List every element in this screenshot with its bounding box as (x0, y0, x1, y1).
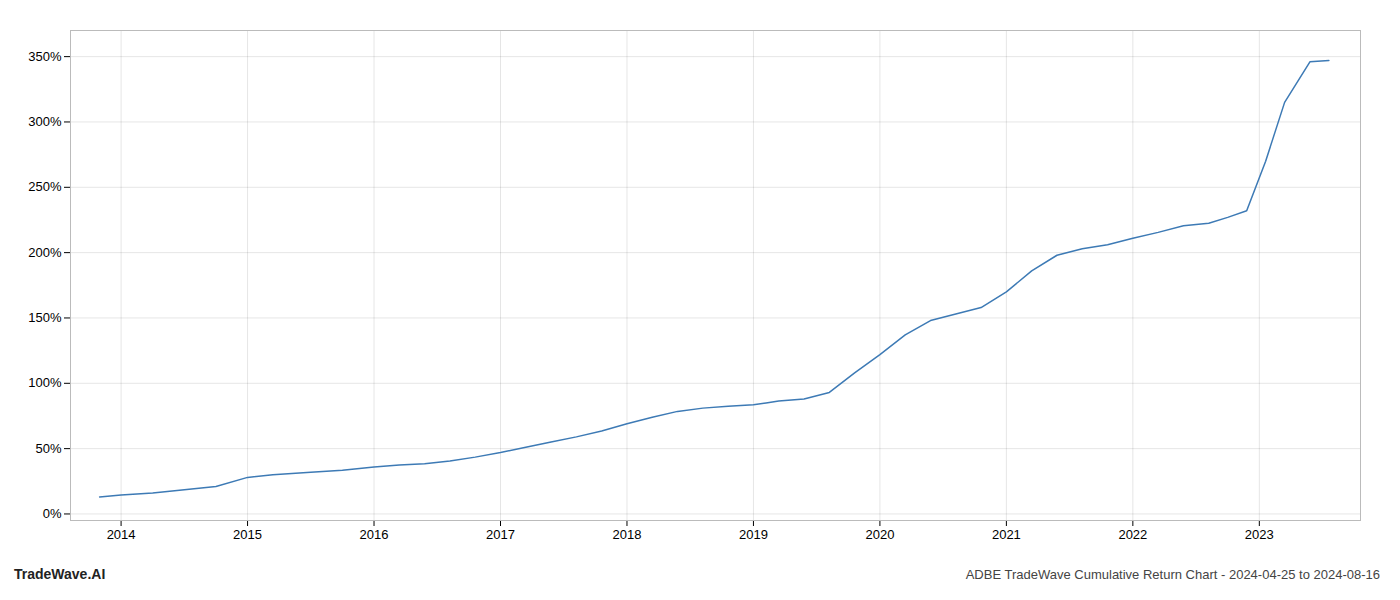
svg-text:2018: 2018 (613, 527, 642, 542)
svg-text:2020: 2020 (865, 527, 894, 542)
html-text:ADBE TradeWave Cumulative Retu: ADBE TradeWave Cumulative Return Chart -… (965, 566, 1380, 582)
svg-text:2015: 2015 (233, 527, 262, 542)
svg-text:2016: 2016 (360, 527, 389, 542)
svg-text:2014: 2014 (107, 527, 136, 542)
svg-text:2021: 2021 (992, 527, 1021, 542)
svg-text:350%: 350% (28, 49, 62, 64)
svg-text:100%: 100% (28, 375, 62, 390)
svg-text:50%: 50% (35, 441, 61, 456)
svg-text:2019: 2019 (739, 527, 768, 542)
svg-text:300%: 300% (28, 114, 62, 129)
svg-text:2017: 2017 (486, 527, 515, 542)
svg-text:2023: 2023 (1245, 527, 1274, 542)
svg-text:250%: 250% (28, 179, 62, 194)
svg-text:200%: 200% (28, 245, 62, 260)
svg-text:0%: 0% (43, 506, 62, 521)
svg-text:2022: 2022 (1118, 527, 1147, 542)
svg-text:150%: 150% (28, 310, 62, 325)
html-text:TradeWave.AI: TradeWave.AI (14, 566, 106, 582)
